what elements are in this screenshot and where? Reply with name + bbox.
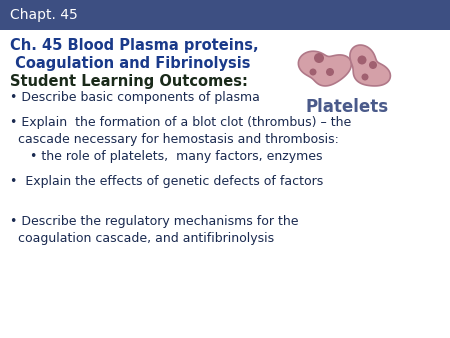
Bar (0, 0, 450, 30)
PathPatch shape (298, 51, 351, 86)
Text: • Describe basic components of plasma: • Describe basic components of plasma (10, 91, 260, 104)
Text: Platelets: Platelets (306, 98, 388, 116)
Text: • Explain  the formation of a blot clot (thrombus) – the: • Explain the formation of a blot clot (… (10, 116, 351, 129)
Circle shape (310, 69, 316, 75)
Text: Student Learning Outcomes:: Student Learning Outcomes: (10, 74, 248, 89)
Circle shape (326, 68, 334, 76)
PathPatch shape (350, 45, 391, 86)
Circle shape (369, 61, 377, 69)
Text: cascade necessary for hemostasis and thrombosis:: cascade necessary for hemostasis and thr… (10, 133, 339, 146)
Text: Ch. 45 Blood Plasma proteins,: Ch. 45 Blood Plasma proteins, (10, 38, 259, 53)
Circle shape (357, 55, 366, 65)
Text: • the role of platelets,  many factors, enzymes: • the role of platelets, many factors, e… (10, 150, 323, 163)
Text: • Describe the regulatory mechanisms for the: • Describe the regulatory mechanisms for… (10, 215, 298, 228)
Circle shape (361, 73, 369, 80)
Text: coagulation cascade, and antifibrinolysis: coagulation cascade, and antifibrinolysi… (10, 232, 274, 245)
Text: •  Explain the effects of genetic defects of factors: • Explain the effects of genetic defects… (10, 175, 323, 188)
Text: Coagulation and Fibrinolysis: Coagulation and Fibrinolysis (10, 56, 251, 71)
Text: Chapt. 45: Chapt. 45 (10, 8, 78, 22)
Circle shape (314, 53, 324, 63)
